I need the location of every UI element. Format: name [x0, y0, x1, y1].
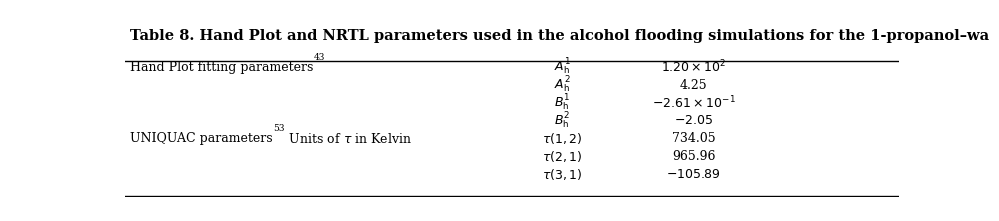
- Text: $\tau(3,1)$: $\tau(3,1)$: [542, 167, 582, 182]
- Text: Hand Plot fitting parameters: Hand Plot fitting parameters: [130, 61, 313, 74]
- Text: $\tau(1,2)$: $\tau(1,2)$: [542, 131, 582, 146]
- Text: $-105.89$: $-105.89$: [666, 168, 721, 181]
- Text: 53: 53: [273, 124, 285, 133]
- Text: $-2.05$: $-2.05$: [674, 114, 713, 128]
- Text: $\tau(2,1)$: $\tau(2,1)$: [542, 149, 582, 164]
- Text: $A_{\mathrm{h}}^{2}$: $A_{\mathrm{h}}^{2}$: [554, 75, 570, 95]
- Text: 965.96: 965.96: [672, 150, 715, 163]
- Text: $-2.61 \times 10^{-1}$: $-2.61 \times 10^{-1}$: [652, 95, 736, 111]
- Text: $1.20 \times 10^{2}$: $1.20 \times 10^{2}$: [661, 59, 726, 76]
- Text: UNIQUAC parameters: UNIQUAC parameters: [130, 132, 272, 145]
- Text: Units of $\tau$ in Kelvin: Units of $\tau$ in Kelvin: [285, 132, 413, 146]
- Text: $A_{\mathrm{h}}^{1}$: $A_{\mathrm{h}}^{1}$: [553, 57, 570, 78]
- Text: 43: 43: [314, 53, 325, 62]
- Text: Table 8. Hand Plot and NRTL parameters used in the alcohol flooding simulations : Table 8. Hand Plot and NRTL parameters u…: [130, 29, 989, 43]
- Text: $B_{\mathrm{h}}^{2}$: $B_{\mathrm{h}}^{2}$: [554, 111, 570, 131]
- Text: 4.25: 4.25: [680, 79, 707, 92]
- Text: 734.05: 734.05: [672, 132, 715, 145]
- Text: $B_{\mathrm{h}}^{1}$: $B_{\mathrm{h}}^{1}$: [554, 93, 570, 113]
